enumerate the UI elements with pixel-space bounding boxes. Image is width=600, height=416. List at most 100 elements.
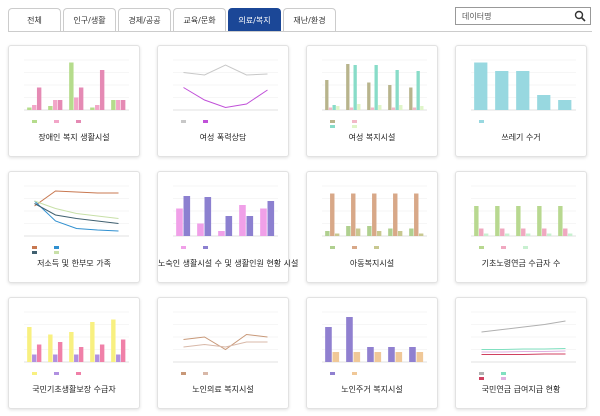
bar [53, 354, 58, 362]
bar [357, 104, 361, 110]
bar [372, 193, 377, 236]
bar [336, 106, 340, 110]
bar [525, 233, 531, 236]
legend-swatch [203, 372, 208, 375]
card-title: 저소득 및 한부모 가족 [37, 259, 111, 268]
bar [567, 233, 573, 236]
bar [418, 233, 424, 236]
card-title: 장애인 복지 생활시설 [38, 133, 110, 142]
bar [225, 216, 233, 236]
line [183, 64, 268, 76]
tab[interactable]: 인구/생활 [63, 8, 116, 31]
bar [27, 107, 32, 110]
bar [36, 87, 42, 110]
bar [479, 228, 484, 236]
bar [57, 342, 63, 362]
bar [516, 71, 530, 110]
bar [334, 233, 340, 236]
bar [116, 354, 121, 362]
bar [374, 352, 382, 362]
legend-swatch [501, 372, 506, 375]
bar [74, 354, 79, 362]
bar [378, 105, 382, 110]
bar [353, 65, 357, 110]
bar [370, 107, 375, 110]
line [481, 350, 566, 353]
legend-swatch [32, 372, 37, 375]
bar [500, 228, 505, 236]
chart-card[interactable]: 저소득 및 한부모 가족 [8, 171, 140, 283]
tab-bar: 전체 인구/생활 경제/공공 교육/문화 의료/복지 재난/환경 [8, 8, 338, 31]
chart-card[interactable]: 국민기초생활보장 수급자 [8, 297, 140, 409]
bar [78, 87, 84, 110]
tab[interactable]: 경제/공공 [118, 8, 171, 31]
bar [332, 352, 340, 362]
chart-card[interactable]: 기초노령연금 수급자 수 [455, 171, 587, 283]
legend-swatch [352, 125, 357, 128]
chart-card[interactable]: 여성 폭력상담 [157, 45, 289, 157]
tab[interactable]: 의료/복지 [228, 8, 281, 31]
legend-swatch [330, 246, 335, 249]
bar [397, 231, 403, 236]
bar [90, 107, 95, 110]
mini-chart [471, 185, 576, 249]
card-title: 여성 폭력상담 [199, 133, 247, 142]
legend-swatch [203, 246, 208, 249]
bar [120, 100, 126, 110]
bar [218, 231, 225, 236]
bar [246, 216, 254, 236]
bar [388, 228, 393, 236]
bar [395, 70, 399, 110]
tab[interactable]: 전체 [8, 8, 61, 31]
bar [325, 231, 330, 236]
bar [74, 97, 79, 110]
chart-card[interactable]: 노숙인 생활시설 수 및 생활인원 현황 시설 [157, 171, 299, 283]
chart-card[interactable]: 노인의료 복지시설 [157, 297, 289, 409]
bar [332, 105, 336, 110]
legend-swatch [181, 120, 186, 123]
line [481, 348, 566, 350]
bar [409, 228, 414, 236]
tab-underline [8, 31, 592, 32]
legend-swatch [54, 372, 59, 375]
bar [204, 197, 212, 236]
chart-card[interactable]: 여성 복지시설 [306, 45, 438, 157]
mini-chart [173, 59, 278, 123]
legend-swatch [479, 246, 484, 249]
bar [27, 327, 32, 362]
card-title: 노숙인 생활시설 수 및 생활인원 현황 시설 [158, 259, 299, 268]
bar [414, 193, 419, 236]
mini-chart [322, 185, 427, 249]
mini-chart [173, 185, 278, 249]
bar [69, 332, 74, 362]
bar [353, 352, 361, 362]
mini-chart [173, 311, 278, 375]
search-icon[interactable] [574, 10, 586, 22]
legend-swatch [352, 246, 357, 249]
bar [537, 206, 542, 236]
legend-swatch [203, 120, 208, 123]
bar [78, 347, 84, 362]
bar [120, 339, 126, 362]
tab[interactable]: 재난/환경 [283, 8, 336, 31]
card-title: 여성 복지시설 [348, 133, 396, 142]
line [183, 341, 268, 348]
search-box[interactable]: 데이터명 [455, 7, 591, 25]
chart-card[interactable]: 아동복지시설 [306, 171, 438, 283]
mini-chart [322, 311, 427, 375]
legend-swatch [501, 246, 506, 249]
tab[interactable]: 교육/문화 [173, 8, 226, 31]
bar [420, 106, 424, 110]
bar [395, 352, 403, 362]
bar [367, 226, 372, 236]
bar [409, 347, 416, 362]
chart-card[interactable]: 노인주거 복지시설 [306, 297, 438, 409]
legend-swatch [32, 246, 37, 249]
chart-card[interactable]: 장애인 복지 생활시설 [8, 45, 140, 157]
chart-card[interactable]: 국민연금 급여지급 현황 [455, 297, 587, 409]
legend-swatch [352, 120, 357, 123]
legend-swatch [352, 372, 357, 375]
card-title: 기초노령연금 수급자 수 [481, 259, 561, 268]
chart-card[interactable]: 쓰레기 수거 [455, 45, 587, 157]
